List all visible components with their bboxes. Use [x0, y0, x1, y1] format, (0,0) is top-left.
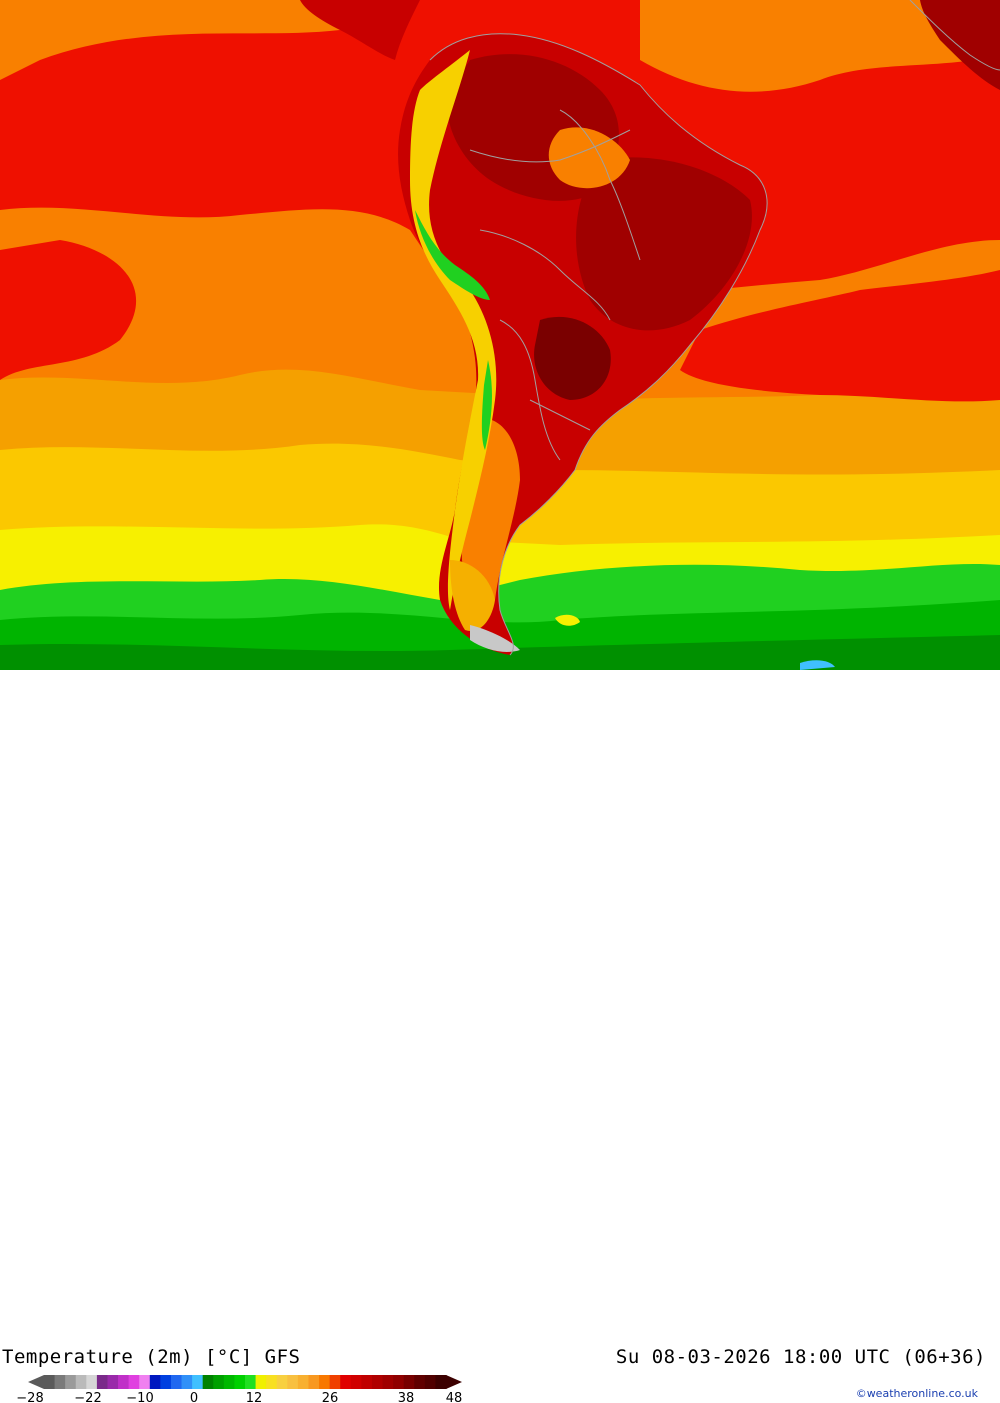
- west-africa-edge: [920, 0, 1000, 90]
- legend-tick-label: −10: [126, 1391, 153, 1403]
- legend-swatch: [371, 1375, 384, 1389]
- valid-time: Su 08-03-2026 18:00 UTC (06+36): [615, 1346, 986, 1368]
- legend-swatch: [340, 1375, 352, 1389]
- legend-swatch: [65, 1375, 77, 1389]
- legend-swatch: [139, 1375, 151, 1389]
- band-orange-north-east: [640, 0, 1000, 92]
- map-footer: Temperature (2m) [°C] GFS Su 08-03-2026 …: [0, 670, 1000, 1403]
- chile-green-strip: [481, 360, 492, 450]
- legend-swatch: [170, 1375, 183, 1389]
- legend-swatch: [160, 1375, 172, 1389]
- country-borders: [429, 0, 1000, 656]
- atlantic-red-patch: [680, 270, 1000, 402]
- legend-swatch: [393, 1375, 405, 1389]
- legend-swatch: [75, 1375, 87, 1389]
- credit-link[interactable]: ©weatheronline.co.uk: [855, 1387, 978, 1400]
- andes-yellow-strip: [410, 50, 497, 610]
- legend-tick-label: 26: [322, 1391, 339, 1403]
- andes-green-strip: [415, 210, 490, 300]
- legend-swatch: [202, 1375, 214, 1389]
- legend-swatch: [308, 1375, 320, 1389]
- legend-swatch: [192, 1375, 204, 1389]
- legend-swatch: [86, 1375, 98, 1389]
- legend-swatch: [382, 1375, 394, 1389]
- legend-arrow-high: [446, 1375, 462, 1389]
- legend-tick-label: 0: [190, 1391, 198, 1403]
- legend-swatch: [181, 1375, 193, 1389]
- legend-swatch: [44, 1375, 56, 1389]
- legend-swatch: [128, 1375, 140, 1389]
- legend-swatch: [213, 1375, 225, 1389]
- legend-swatch: [276, 1375, 288, 1389]
- amazon-orange-streak: [548, 127, 630, 189]
- legend-swatch: [266, 1375, 278, 1389]
- brazil-dark-red: [576, 157, 752, 331]
- legend-swatch: [255, 1375, 267, 1389]
- legend-swatch: [319, 1375, 331, 1389]
- legend-tick-label: 48: [446, 1391, 463, 1403]
- legend-tick-label: −22: [74, 1391, 101, 1403]
- legend-swatch: [424, 1375, 437, 1389]
- legend-swatch: [54, 1375, 66, 1389]
- product-title: Temperature (2m) [°C] GFS: [2, 1346, 301, 1368]
- legend-swatch: [223, 1375, 236, 1389]
- temperature-map: [0, 0, 1000, 670]
- central-america: [300, 0, 420, 60]
- falkland-islands: [555, 614, 580, 626]
- legend-swatch: [107, 1375, 119, 1389]
- south-georgia-island: [800, 660, 835, 670]
- legend-swatch: [361, 1375, 373, 1389]
- tierra-del-fuego: [470, 625, 520, 652]
- color-legend: −28 −22 −10 0 12 26 38 48: [16, 1375, 463, 1403]
- legend-swatch: [96, 1375, 109, 1389]
- paraguay-hot-core: [534, 316, 611, 400]
- band-orange-north-west: [0, 0, 360, 80]
- legend-arrow-low: [28, 1375, 44, 1389]
- legend-swatch: [245, 1375, 257, 1389]
- pacific-orange-patch: [0, 240, 137, 380]
- legend-tick-label: −28: [16, 1391, 43, 1403]
- legend-swatch: [287, 1375, 299, 1389]
- legend-swatch: [297, 1375, 310, 1389]
- legend-swatch: [435, 1375, 447, 1389]
- legend-swatch: [118, 1375, 130, 1389]
- legend-swatch: [329, 1375, 341, 1389]
- legend-swatch: [350, 1375, 362, 1389]
- legend-swatch: [149, 1375, 161, 1389]
- patagonia-yellow: [450, 560, 495, 631]
- legend-swatch: [403, 1375, 415, 1389]
- legend-swatch: [414, 1375, 426, 1389]
- legend-tick-label: 38: [398, 1391, 415, 1403]
- legend-tick-label: 12: [246, 1391, 263, 1403]
- legend-swatch: [234, 1375, 246, 1389]
